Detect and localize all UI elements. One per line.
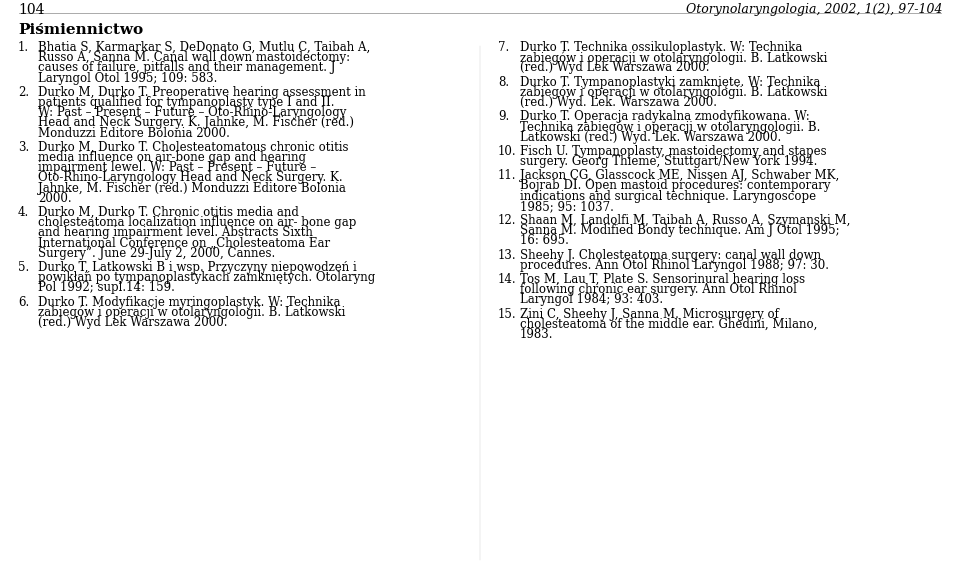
Text: Durko T. Technika ossikuloplastyk. W: Technika: Durko T. Technika ossikuloplastyk. W: Te… bbox=[520, 41, 803, 54]
Text: Durko T. Tympanoplastyki zamknięte. W: Technika: Durko T. Tympanoplastyki zamknięte. W: T… bbox=[520, 75, 821, 89]
Text: surgery. Georg Thieme, Stuttgart/New York 1994.: surgery. Georg Thieme, Stuttgart/New Yor… bbox=[520, 155, 817, 168]
Text: patients qualified for tympanoplasty type I and II.: patients qualified for tympanoplasty typ… bbox=[38, 96, 334, 109]
Text: Pol 1992; supl.14: 159.: Pol 1992; supl.14: 159. bbox=[38, 282, 175, 295]
Text: media influence on air-bone gap and hearing: media influence on air-bone gap and hear… bbox=[38, 151, 306, 164]
Text: 4.: 4. bbox=[18, 206, 29, 219]
Text: 1.: 1. bbox=[18, 41, 29, 54]
Text: (red.) Wyd Lek Warszawa 2000.: (red.) Wyd Lek Warszawa 2000. bbox=[38, 316, 228, 329]
Text: Durko M, Durko T. Chronic otitis media and: Durko M, Durko T. Chronic otitis media a… bbox=[38, 206, 299, 219]
Text: Tos M, Lau T, Plate S. Sensorinural hearing loss: Tos M, Lau T, Plate S. Sensorinural hear… bbox=[520, 273, 805, 286]
Text: Sanna M. Modified Bondy technique. Am J Otol 1995;: Sanna M. Modified Bondy technique. Am J … bbox=[520, 224, 840, 237]
Text: Surgery”. June 29-July 2, 2000, Cannes.: Surgery”. June 29-July 2, 2000, Cannes. bbox=[38, 247, 276, 260]
Text: powikłań po tympanoplastykach zamkniętych. Otolaryng: powikłań po tympanoplastykach zamkniętyc… bbox=[38, 271, 375, 284]
Text: 104: 104 bbox=[18, 3, 44, 17]
Text: Head and Neck Surgery. K. Jahnke, M. Fischer (red.): Head and Neck Surgery. K. Jahnke, M. Fis… bbox=[38, 116, 354, 130]
Text: zabiegów i operacji w otolaryngologii. B. Latkowski: zabiegów i operacji w otolaryngologii. B… bbox=[520, 51, 828, 65]
Text: 16: 695.: 16: 695. bbox=[520, 235, 569, 247]
Text: Laryngol 1984; 93: 403.: Laryngol 1984; 93: 403. bbox=[520, 293, 663, 307]
Text: W: Past – Present – Future – Oto-Rhino-Laryngology: W: Past – Present – Future – Oto-Rhino-L… bbox=[38, 106, 347, 119]
Text: following chronic ear surgery. Ann Otol Rhinol: following chronic ear surgery. Ann Otol … bbox=[520, 283, 797, 296]
Text: Laryngol Otol 1995; 109: 583.: Laryngol Otol 1995; 109: 583. bbox=[38, 71, 217, 85]
Text: International Conference on „Cholesteatoma Ear: International Conference on „Cholesteato… bbox=[38, 236, 330, 250]
Text: Fisch U. Tympanoplasty, mastoidectomy and stapes: Fisch U. Tympanoplasty, mastoidectomy an… bbox=[520, 145, 827, 158]
Text: Technika zabiegów i operacji w otolaryngologii. B.: Technika zabiegów i operacji w otolaryng… bbox=[520, 120, 821, 134]
Text: Zini C, Sheehy J, Sanna M. Microsurgery of: Zini C, Sheehy J, Sanna M. Microsurgery … bbox=[520, 308, 779, 320]
Text: 1983.: 1983. bbox=[520, 328, 554, 341]
Text: zabiegów i operacji w otolaryngologii. B. Latkowski: zabiegów i operacji w otolaryngologii. B… bbox=[520, 86, 828, 99]
Text: Bojrab DI. Open mastoid procedures: contemporary: Bojrab DI. Open mastoid procedures: cont… bbox=[520, 179, 830, 192]
Text: cholesteatoma localization influence on air- bone gap: cholesteatoma localization influence on … bbox=[38, 216, 356, 229]
Text: Oto-Rhino-Laryngology Head and Neck Surgery. K.: Oto-Rhino-Laryngology Head and Neck Surg… bbox=[38, 171, 343, 184]
Text: (red.) Wyd. Lek. Warszawa 2000.: (red.) Wyd. Lek. Warszawa 2000. bbox=[520, 96, 717, 109]
Text: Monduzzi Editore Bolonia 2000.: Monduzzi Editore Bolonia 2000. bbox=[38, 127, 229, 139]
Text: 15.: 15. bbox=[498, 308, 516, 320]
Text: Russo A, Sanna M. Canal wall down mastoidectomy:: Russo A, Sanna M. Canal wall down mastoi… bbox=[38, 51, 350, 64]
Text: Durko M, Durko T. Preoperative hearing assessment in: Durko M, Durko T. Preoperative hearing a… bbox=[38, 86, 366, 99]
Text: 6.: 6. bbox=[18, 296, 29, 308]
Text: Piśmiennictwo: Piśmiennictwo bbox=[18, 23, 143, 37]
Text: Durko M, Durko T. Cholesteatomatous chronic otitis: Durko M, Durko T. Cholesteatomatous chro… bbox=[38, 141, 348, 154]
Text: Bhatia S, Karmarkar S, DeDonato G, Mutlu C, Taibah A,: Bhatia S, Karmarkar S, DeDonato G, Mutlu… bbox=[38, 41, 371, 54]
Text: 14.: 14. bbox=[498, 273, 516, 286]
Text: 13.: 13. bbox=[498, 248, 516, 262]
Text: 7.: 7. bbox=[498, 41, 509, 54]
Text: Jahnke, M. Fischer (red.) Monduzzi Editore Bolonia: Jahnke, M. Fischer (red.) Monduzzi Edito… bbox=[38, 182, 346, 195]
Text: Durko T, Latkowski B i wsp. Przyczyny niepowodzeń i: Durko T, Latkowski B i wsp. Przyczyny ni… bbox=[38, 261, 357, 274]
Text: Durko T. Modyfikacje myringoplastyk. W: Technika: Durko T. Modyfikacje myringoplastyk. W: … bbox=[38, 296, 341, 308]
Text: 2.: 2. bbox=[18, 86, 29, 99]
Text: 9.: 9. bbox=[498, 110, 509, 123]
Text: Durko T. Operacja radykalna zmodyfikowana. W:: Durko T. Operacja radykalna zmodyfikowan… bbox=[520, 110, 809, 123]
Text: 1985; 95: 1037.: 1985; 95: 1037. bbox=[520, 200, 613, 213]
Text: Latkowski (red.) Wyd. Lek. Warszawa 2000.: Latkowski (red.) Wyd. Lek. Warszawa 2000… bbox=[520, 131, 781, 143]
Text: zabiegów i operacji w otolaryngologii. B. Latkowski: zabiegów i operacji w otolaryngologii. B… bbox=[38, 306, 346, 319]
Text: indications and surgical technique. Laryngoscope: indications and surgical technique. Lary… bbox=[520, 190, 816, 203]
Text: 8.: 8. bbox=[498, 75, 509, 89]
Text: Sheehy J. Cholesteatoma surgery: canal wall down: Sheehy J. Cholesteatoma surgery: canal w… bbox=[520, 248, 821, 262]
Text: (red.) Wyd Lek Warszawa 2000.: (red.) Wyd Lek Warszawa 2000. bbox=[520, 62, 709, 74]
Text: 11.: 11. bbox=[498, 169, 516, 182]
Text: Shaan M, Landolfi M, Taibah A, Russo A, Szymanski M,: Shaan M, Landolfi M, Taibah A, Russo A, … bbox=[520, 214, 851, 227]
Text: causes of failure, pitfalls and their management. J: causes of failure, pitfalls and their ma… bbox=[38, 62, 335, 74]
Text: and hearing impairment level. Abstracts Sixth: and hearing impairment level. Abstracts … bbox=[38, 226, 313, 239]
Text: procedures. Ann Otol Rhinol Laryngol 1988; 97: 30.: procedures. Ann Otol Rhinol Laryngol 198… bbox=[520, 259, 829, 272]
Text: Otorynolaryngologia, 2002, 1(2), 97-104: Otorynolaryngologia, 2002, 1(2), 97-104 bbox=[685, 3, 942, 16]
Text: 2000.: 2000. bbox=[38, 192, 72, 205]
Text: Jackson CG, Glasscock ME, Nissen AJ, Schwaber MK,: Jackson CG, Glasscock ME, Nissen AJ, Sch… bbox=[520, 169, 839, 182]
Text: 10.: 10. bbox=[498, 145, 516, 158]
Text: 12.: 12. bbox=[498, 214, 516, 227]
Text: impairment lewel. W: Past – Present – Future –: impairment lewel. W: Past – Present – Fu… bbox=[38, 161, 316, 174]
Text: 3.: 3. bbox=[18, 141, 29, 154]
Text: cholesteatoma of the middle ear. Ghedini, Milano,: cholesteatoma of the middle ear. Ghedini… bbox=[520, 318, 817, 331]
Text: 5.: 5. bbox=[18, 261, 29, 274]
